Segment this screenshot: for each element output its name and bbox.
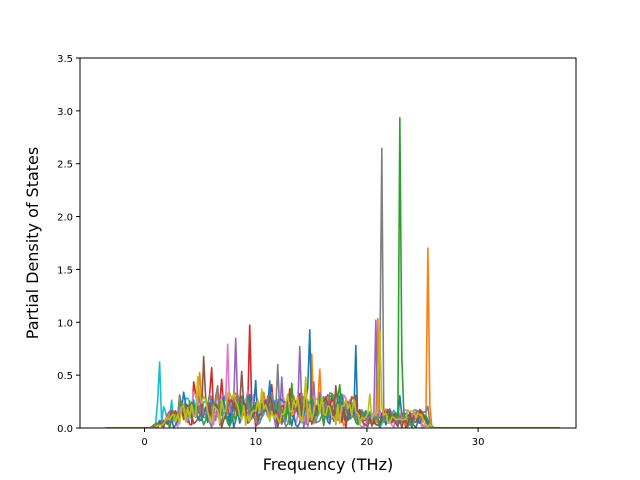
y-tick-label: 2.0 xyxy=(57,213,73,224)
x-tick-label: 30 xyxy=(472,437,485,448)
x-axis-ticks: 0 10 20 30 xyxy=(141,428,485,448)
y-tick-label: 3.0 xyxy=(57,107,73,118)
y-tick-label: 0.0 xyxy=(57,424,73,435)
y-tick-label: 0.5 xyxy=(57,371,73,382)
y-tick-label: 1.5 xyxy=(57,265,73,276)
x-tick-label: 10 xyxy=(249,437,262,448)
y-tick-label: 3.5 xyxy=(57,54,73,65)
series-line xyxy=(105,329,560,428)
series-layer xyxy=(105,116,560,428)
x-tick-label: 20 xyxy=(361,437,374,448)
y-tick-label: 1.0 xyxy=(57,318,73,329)
y-axis-ticks: 0.0 0.5 1.0 1.5 2.0 2.5 3.0 3.5 xyxy=(57,54,80,435)
x-tick-label: 0 xyxy=(141,437,147,448)
plot-frame xyxy=(79,57,577,429)
y-tick-label: 2.5 xyxy=(57,160,73,171)
series-line xyxy=(105,147,560,428)
x-axis-title: Frequency (THz) xyxy=(263,455,393,474)
y-axis-title: Partial Density of States xyxy=(23,147,42,339)
